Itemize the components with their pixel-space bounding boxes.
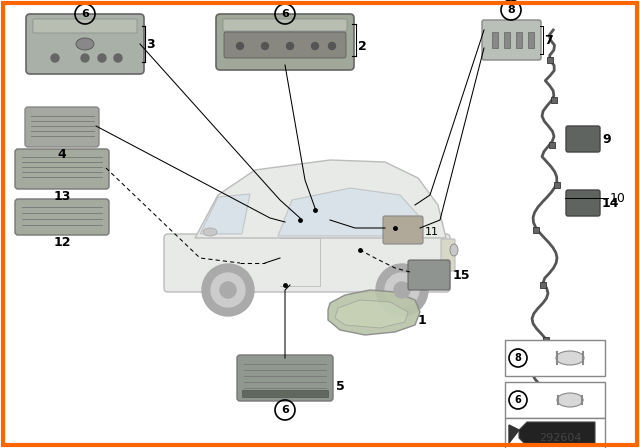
Text: 9: 9 bbox=[602, 133, 611, 146]
FancyBboxPatch shape bbox=[216, 14, 354, 70]
Polygon shape bbox=[509, 425, 519, 443]
FancyBboxPatch shape bbox=[237, 355, 333, 401]
Ellipse shape bbox=[76, 38, 94, 50]
Text: 15: 15 bbox=[453, 268, 470, 281]
Bar bbox=[537, 382, 543, 388]
Text: 13: 13 bbox=[53, 190, 70, 202]
Circle shape bbox=[312, 43, 319, 49]
Bar bbox=[516, 32, 522, 48]
Polygon shape bbox=[335, 300, 408, 328]
Bar bbox=[549, 142, 556, 148]
FancyBboxPatch shape bbox=[223, 19, 347, 31]
Bar bbox=[492, 32, 498, 48]
Circle shape bbox=[202, 264, 254, 316]
Ellipse shape bbox=[556, 351, 584, 365]
Bar bbox=[543, 337, 548, 343]
Ellipse shape bbox=[450, 244, 458, 256]
Circle shape bbox=[81, 54, 89, 62]
FancyBboxPatch shape bbox=[482, 20, 541, 60]
Ellipse shape bbox=[203, 228, 217, 236]
FancyBboxPatch shape bbox=[566, 126, 600, 152]
Polygon shape bbox=[195, 160, 446, 238]
Circle shape bbox=[287, 43, 294, 49]
Text: 3: 3 bbox=[146, 38, 155, 51]
Circle shape bbox=[98, 54, 106, 62]
Circle shape bbox=[51, 54, 59, 62]
Circle shape bbox=[385, 273, 419, 307]
Circle shape bbox=[211, 273, 245, 307]
FancyBboxPatch shape bbox=[26, 14, 144, 74]
Ellipse shape bbox=[557, 393, 583, 407]
Circle shape bbox=[328, 43, 335, 49]
Text: 7: 7 bbox=[544, 34, 553, 47]
FancyBboxPatch shape bbox=[224, 32, 346, 58]
Circle shape bbox=[220, 282, 236, 298]
Text: 6: 6 bbox=[281, 9, 289, 19]
FancyBboxPatch shape bbox=[164, 234, 450, 292]
Polygon shape bbox=[519, 422, 595, 446]
FancyBboxPatch shape bbox=[15, 199, 109, 235]
Text: 8: 8 bbox=[515, 353, 522, 363]
Bar bbox=[540, 282, 546, 288]
FancyBboxPatch shape bbox=[25, 107, 99, 147]
Bar bbox=[530, 417, 536, 423]
Bar bbox=[505, 382, 605, 418]
Text: 2: 2 bbox=[358, 39, 367, 52]
FancyBboxPatch shape bbox=[408, 260, 450, 290]
Polygon shape bbox=[328, 290, 420, 335]
Bar bbox=[505, 340, 605, 376]
Polygon shape bbox=[278, 188, 420, 236]
Text: 5: 5 bbox=[336, 379, 345, 392]
Text: 14: 14 bbox=[602, 197, 620, 210]
Bar bbox=[504, 32, 510, 48]
Text: 6: 6 bbox=[281, 405, 289, 415]
Circle shape bbox=[114, 54, 122, 62]
Text: 292604: 292604 bbox=[539, 433, 581, 443]
Circle shape bbox=[394, 282, 410, 298]
Text: 12: 12 bbox=[53, 236, 71, 249]
FancyBboxPatch shape bbox=[441, 239, 455, 271]
Text: 1: 1 bbox=[418, 314, 427, 327]
Bar bbox=[551, 97, 557, 103]
Text: 10: 10 bbox=[610, 191, 626, 204]
Bar bbox=[505, 418, 605, 448]
Text: 4: 4 bbox=[58, 147, 67, 160]
Bar bbox=[532, 227, 539, 233]
FancyBboxPatch shape bbox=[566, 190, 600, 216]
Circle shape bbox=[262, 43, 269, 49]
Text: 6: 6 bbox=[515, 395, 522, 405]
Circle shape bbox=[237, 43, 243, 49]
Bar bbox=[242, 390, 328, 397]
FancyBboxPatch shape bbox=[15, 149, 109, 189]
Circle shape bbox=[376, 264, 428, 316]
Text: 11: 11 bbox=[425, 227, 439, 237]
FancyBboxPatch shape bbox=[383, 216, 423, 244]
Bar bbox=[547, 57, 553, 63]
Text: 6: 6 bbox=[81, 9, 89, 19]
Bar bbox=[528, 32, 534, 48]
FancyBboxPatch shape bbox=[33, 19, 137, 33]
Polygon shape bbox=[200, 194, 250, 234]
Bar bbox=[554, 182, 560, 188]
Text: 8: 8 bbox=[507, 5, 515, 15]
